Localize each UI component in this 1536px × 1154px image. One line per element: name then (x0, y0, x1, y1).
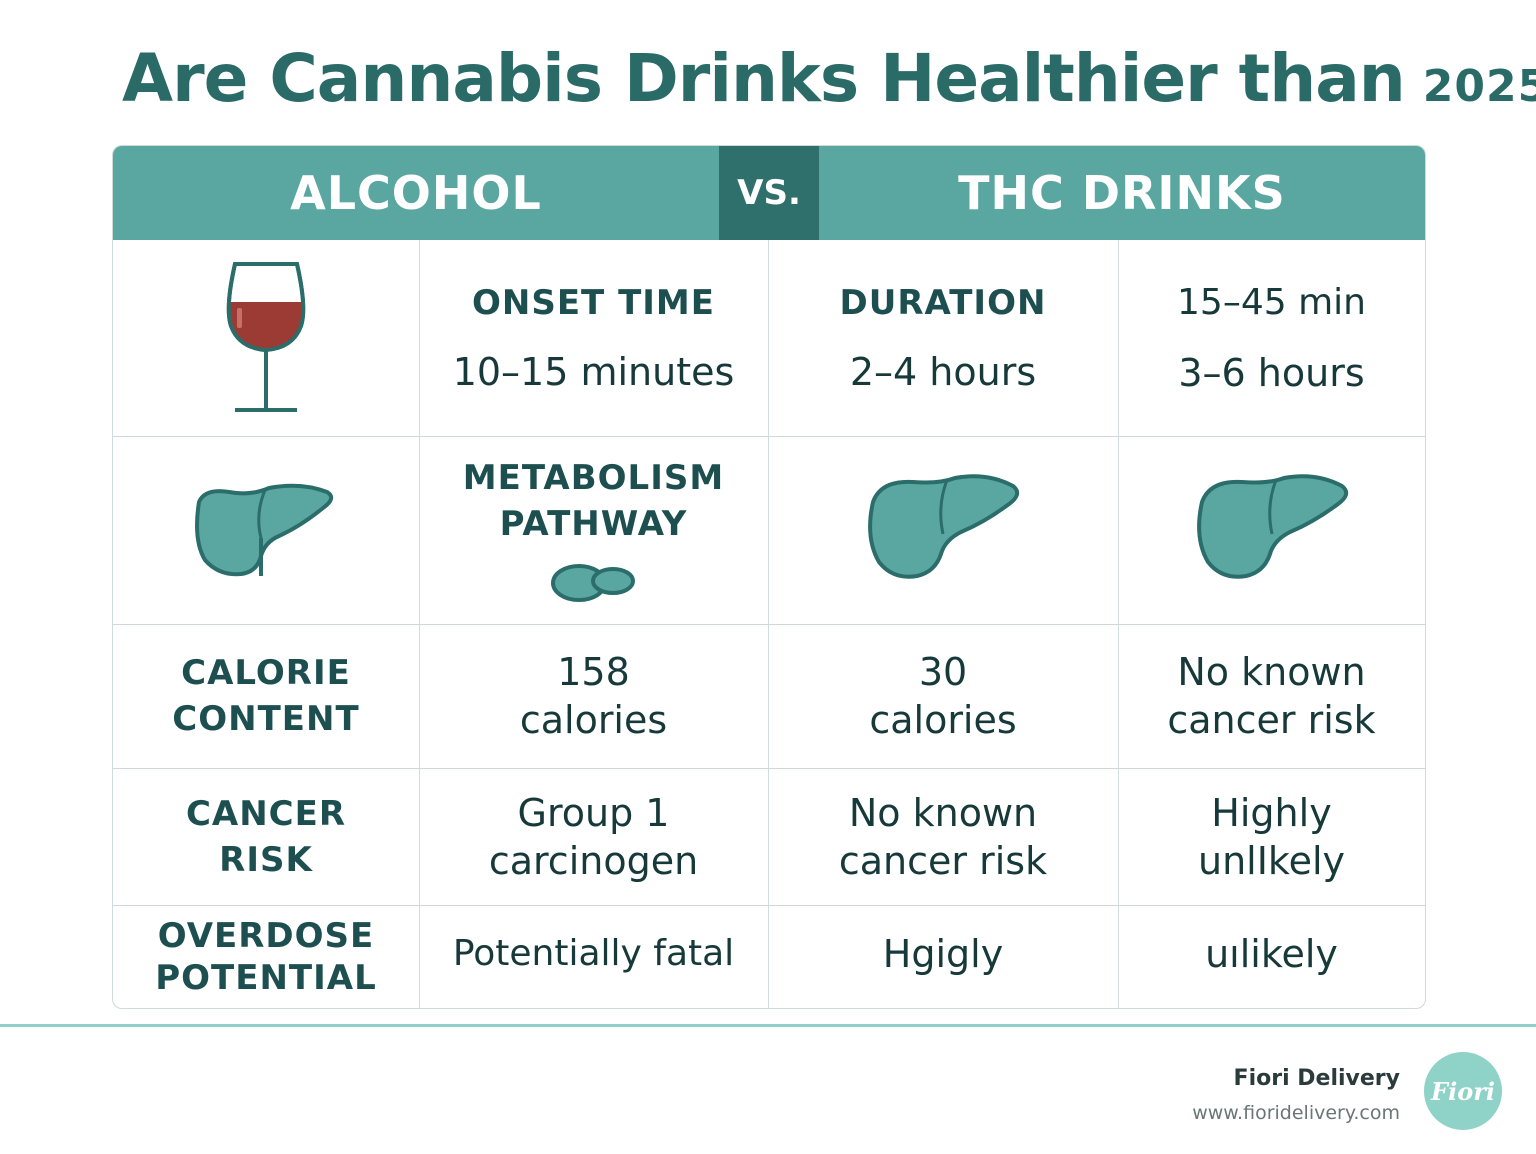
row-calorie-label-cell: CALORIE CONTENT (113, 624, 419, 768)
cancer-thc-line1: No known (848, 790, 1038, 835)
thc-onset-value: 15–45 min (1177, 282, 1366, 323)
row-onset-thc-cell: 15–45 min 3–6 hours (1118, 240, 1425, 436)
table-header: ALCOHOL VS. THC DRINKS (113, 146, 1425, 240)
duration-value: 2–4 hours (849, 350, 1037, 394)
calorie-thc-line2: calories (869, 698, 1017, 742)
calorie-extra-line2: cancer risk (1167, 698, 1376, 742)
footer-divider (0, 1024, 1536, 1027)
cancer-extra-line2: unlIkely (1197, 838, 1345, 883)
row-onset-alcohol-cell: ONSET TIME 10–15 minutes (419, 240, 768, 436)
overdose-alcohol-value: Potentially fatal (452, 933, 735, 974)
title-main: Are Cannabis Drinks Healthier than (122, 40, 1406, 117)
row-overdose-label-cell: OVERDOSE POTENTIAL (113, 905, 419, 1008)
row-metabolism-alcohol-cell (768, 436, 1118, 624)
logo-text: Fiori (1431, 1076, 1495, 1106)
row-overdose-thc-cell: Hgigly (768, 905, 1118, 1003)
onset-time-label: ONSET TIME (471, 283, 715, 323)
header-vs: VS. (719, 146, 819, 240)
row-calorie-extra-cell: No known cancer risk (1118, 624, 1425, 768)
overdose-extra-value: uılikely (1205, 932, 1338, 976)
brand-block: Fiori Delivery www.fioridelivery.com (1192, 1064, 1400, 1128)
overdose-thc-value: Hgigly (882, 932, 1004, 976)
calorie-label-line1: CALORIE (181, 653, 351, 693)
liver-icon (1196, 474, 1348, 579)
row-divider (113, 436, 1425, 437)
cancer-extra-line1: Highly (1211, 790, 1332, 835)
comparison-table: ALCOHOL VS. THC DRINKS ONSET TIME 10–15 … (112, 145, 1426, 1009)
liver-icon (195, 483, 334, 577)
calorie-label-line2: CONTENT (172, 699, 360, 739)
cancer-thc-line2: cancer risk (838, 838, 1048, 883)
liver-icon (868, 474, 1020, 579)
brand-name: Fiori Delivery (1233, 1066, 1400, 1091)
row-overdose-alcohol-cell: Potentially fatal (419, 905, 768, 1003)
row-cancer-label-cell: CANCER RISK (113, 768, 419, 905)
calorie-alcohol-line1: 158 (557, 650, 630, 694)
fiori-logo-icon: Fiori (1424, 1052, 1502, 1130)
page-title: Are Cannabis Drinks Healthier than 2025 (122, 40, 1536, 117)
header-alcohol: ALCOHOL (290, 166, 542, 220)
overdose-label-line1: OVERDOSE (157, 915, 375, 956)
row-metabolism-icon-cell (113, 436, 419, 624)
row-overdose-extra-cell: uılikely (1118, 905, 1425, 1003)
row-divider (113, 624, 1425, 625)
row-onset-icon-cell (113, 240, 419, 436)
row-metabolism-label-cell: METABOLISM PATHWAY (419, 436, 768, 624)
row-calorie-thc-cell: 30 calories (768, 624, 1118, 768)
row-cancer-thc-cell: No known cancer risk (768, 768, 1118, 905)
metabolism-label-line1: METABOLISM (462, 458, 725, 498)
overdose-label-line2: POTENTIAL (155, 957, 377, 998)
title-year: 2025 (1422, 61, 1536, 112)
duration-label: DURATION (839, 283, 1047, 323)
brand-url[interactable]: www.fioridelivery.com (1192, 1102, 1400, 1124)
row-divider (113, 905, 1425, 906)
header-thc-drinks: THC DRINKS (958, 166, 1286, 220)
row-divider (113, 768, 1425, 769)
cancer-alcohol-line2: carcinogen (488, 838, 699, 883)
calorie-extra-line1: No known (1177, 650, 1366, 694)
cancer-alcohol-line1: Group 1 (517, 790, 670, 835)
pill-icon (550, 564, 635, 602)
row-metabolism-thc-cell (1118, 436, 1425, 624)
row-cancer-extra-cell: Highly unlIkely (1118, 768, 1425, 905)
thc-duration-value: 3–6 hours (1178, 351, 1365, 395)
metabolism-label-line2: PATHWAY (499, 504, 688, 544)
row-duration-alcohol-cell: DURATION 2–4 hours (768, 240, 1118, 436)
calorie-alcohol-line2: calories (519, 698, 668, 742)
calorie-thc-line1: 30 (918, 650, 968, 694)
cancer-label-line2: RISK (219, 839, 313, 880)
wine-glass-icon (226, 262, 306, 412)
cancer-label-line1: CANCER (185, 793, 347, 834)
row-cancer-alcohol-cell: Group 1 carcinogen (419, 768, 768, 905)
row-calorie-alcohol-cell: 158 calories (419, 624, 768, 768)
onset-time-value: 10–15 minutes (452, 350, 735, 394)
